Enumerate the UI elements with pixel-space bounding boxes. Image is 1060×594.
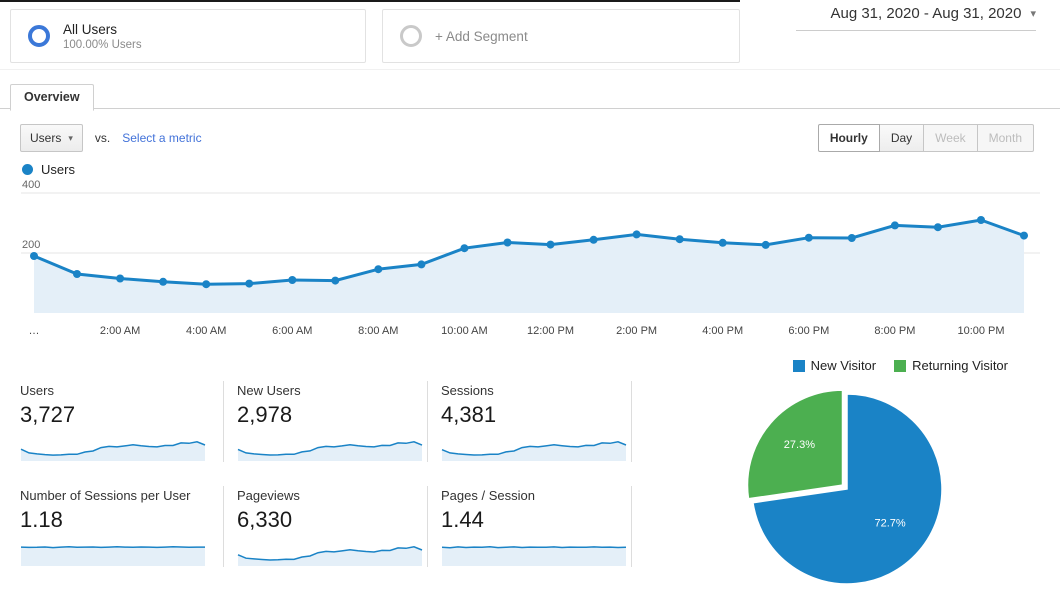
granularity-hourly-button[interactable]: Hourly [817,124,880,152]
metric-value: 2,978 [237,402,293,427]
users-hourly-line-chart: 200 400 … 2:00 AM 4:00 AM 6:00 AM 8:00 AM 10:00… [18,177,1042,358]
metric-sparkline [20,540,223,567]
chart-controls: Users ▾ vs. Select a metric Hourly Day W… [0,109,1060,158]
date-range-text: Aug 31, 2020 - Aug 31, 2020 [830,5,1022,22]
add-segment-label: + Add Segment [435,28,528,44]
metric-cards-grid: Users 3,727 New Users 2,978 Sessions 4,3… [20,381,634,594]
svg-text:8:00 PM: 8:00 PM [874,325,915,337]
metric-value: 4,381 [441,402,497,427]
svg-text:10:00 PM: 10:00 PM [957,325,1004,337]
svg-text:6:00 AM: 6:00 AM [272,325,312,337]
svg-text:…: … [29,325,40,337]
add-segment-circle-icon [400,25,422,47]
legend-returning-visitor: Returning Visitor [894,358,1008,373]
vs-label: vs. [94,131,111,145]
metric-label: Pageviews [237,488,300,503]
new-visitor-swatch-icon [792,359,805,372]
svg-text:12:00 PM: 12:00 PM [527,325,574,337]
svg-text:27.3%: 27.3% [784,439,815,451]
report-tab-strip: Overview [0,83,1060,111]
date-range-selector[interactable]: Aug 31, 2020 - Aug 31, 2020 ▾ [796,5,1036,31]
tab-overview[interactable]: Overview [10,84,94,111]
metric-sparkline [441,540,631,567]
summary-section: Users 3,727 New Users 2,978 Sessions 4,3… [0,381,1060,594]
granularity-week-button[interactable]: Week [924,124,978,152]
returning-visitor-swatch-icon [894,359,907,372]
series-legend-label: Users [41,162,75,177]
metric-sparkline [441,435,631,462]
metric-sparkline [237,435,427,462]
segment-all-users[interactable]: All Users 100.00% Users [10,9,366,63]
metric-card-pages-per-session: Pages / Session 1.44 [428,486,632,567]
metric-value: 1.18 [20,507,63,532]
add-segment-button[interactable]: + Add Segment [382,9,740,63]
metric-card-pageviews: Pageviews 6,330 [224,486,428,567]
series-legend: Users [0,158,1060,177]
visitor-type-legend: New Visitor Returning Visitor [0,358,1008,373]
metric-sparkline [20,435,223,462]
segments-bar: All Users 100.00% Users + Add Segment Au… [0,0,1060,70]
metric-label: Users [20,383,54,398]
svg-text:400: 400 [22,179,40,191]
segment-label: All Users [63,21,118,37]
top-divider [0,0,740,2]
new-visitor-label: New Visitor [810,358,877,373]
metric-label: Sessions [441,383,494,398]
returning-visitor-label: Returning Visitor [912,358,1008,373]
svg-text:2:00 PM: 2:00 PM [616,325,657,337]
svg-text:10:00 AM: 10:00 AM [441,325,487,337]
metric-dropdown-label: Users [30,131,62,145]
granularity-button-group: Hourly Day Week Month [817,124,1034,152]
segment-circle-icon [28,25,50,47]
segment-sublabel: 100.00% Users [63,38,142,51]
metric-value: 1.44 [441,507,484,532]
svg-text:200: 200 [22,239,40,251]
svg-text:8:00 AM: 8:00 AM [358,325,398,337]
visitor-type-pie-chart: 72.7% 27.3% [727,387,967,594]
select-metric-link[interactable]: Select a metric [122,131,202,145]
metric-card-sessions-per-user: Number of Sessions per User 1.18 [20,486,224,567]
metric-label: Pages / Session [441,488,535,503]
svg-text:4:00 PM: 4:00 PM [702,325,743,337]
svg-text:72.7%: 72.7% [874,517,905,529]
metric-card-users: Users 3,727 [20,381,224,462]
metric-label: New Users [237,383,301,398]
svg-text:6:00 PM: 6:00 PM [788,325,829,337]
metric-card-sessions: Sessions 4,381 [428,381,632,462]
chevron-down-icon: ▾ [1030,8,1036,20]
svg-text:4:00 AM: 4:00 AM [186,325,226,337]
metric-value: 6,330 [237,507,293,532]
metric-dropdown[interactable]: Users ▾ [20,124,83,152]
metric-sparkline [237,540,427,567]
users-series-dot-icon [22,164,33,175]
metric-label: Number of Sessions per User [20,488,191,503]
chevron-down-icon: ▾ [68,132,73,143]
svg-text:2:00 AM: 2:00 AM [100,325,140,337]
legend-new-visitor: New Visitor [792,358,877,373]
metric-card-new-users: New Users 2,978 [224,381,428,462]
granularity-month-button[interactable]: Month [977,124,1034,152]
metric-value: 3,727 [20,402,76,427]
granularity-day-button[interactable]: Day [879,124,925,152]
